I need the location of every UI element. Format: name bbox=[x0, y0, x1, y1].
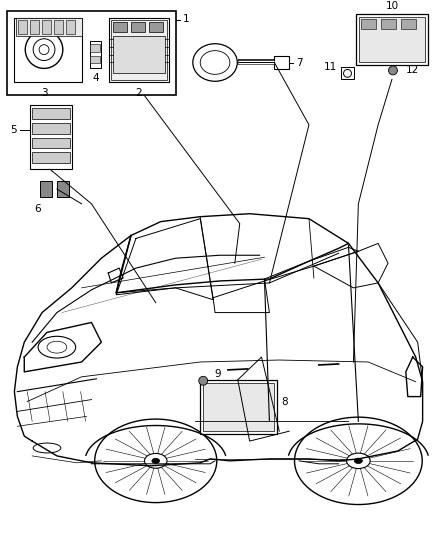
Bar bbox=[357, 14, 427, 66]
Text: 11: 11 bbox=[323, 62, 337, 72]
Bar bbox=[381, 19, 396, 29]
Bar bbox=[18, 20, 27, 34]
Bar bbox=[30, 20, 39, 34]
Bar bbox=[32, 123, 70, 134]
Bar bbox=[203, 383, 274, 431]
Bar bbox=[91, 44, 100, 52]
Text: 3: 3 bbox=[41, 88, 47, 98]
Bar bbox=[91, 55, 100, 63]
Bar bbox=[149, 22, 162, 32]
Bar bbox=[341, 68, 354, 79]
Bar bbox=[89, 41, 101, 68]
Bar bbox=[16, 18, 81, 36]
Text: 1: 1 bbox=[182, 14, 189, 24]
Text: 12: 12 bbox=[406, 66, 419, 75]
Bar bbox=[32, 152, 70, 163]
Bar bbox=[7, 11, 176, 95]
Text: 4: 4 bbox=[92, 74, 99, 83]
Bar bbox=[40, 181, 52, 197]
Bar bbox=[30, 105, 72, 169]
Ellipse shape bbox=[389, 66, 397, 75]
Bar bbox=[361, 19, 376, 29]
Bar bbox=[54, 20, 63, 34]
Bar bbox=[111, 20, 166, 80]
Text: 6: 6 bbox=[34, 204, 40, 214]
Text: 5: 5 bbox=[11, 125, 17, 135]
Text: 7: 7 bbox=[296, 59, 303, 68]
Bar bbox=[42, 20, 51, 34]
Bar bbox=[401, 19, 416, 29]
Bar bbox=[57, 181, 69, 197]
Text: 10: 10 bbox=[385, 1, 399, 11]
Text: 8: 8 bbox=[281, 397, 288, 407]
Text: 2: 2 bbox=[136, 88, 142, 98]
Ellipse shape bbox=[354, 458, 362, 464]
Bar bbox=[32, 138, 70, 149]
Bar bbox=[32, 108, 70, 119]
Bar bbox=[113, 36, 165, 74]
Bar bbox=[66, 20, 75, 34]
Bar bbox=[200, 380, 277, 434]
Text: 9: 9 bbox=[214, 369, 221, 379]
Ellipse shape bbox=[199, 376, 208, 385]
Bar bbox=[14, 18, 81, 82]
Ellipse shape bbox=[152, 458, 159, 463]
Bar bbox=[359, 17, 424, 62]
Bar bbox=[274, 55, 289, 69]
Bar bbox=[131, 22, 145, 32]
Bar bbox=[113, 22, 127, 32]
Bar bbox=[109, 18, 169, 82]
